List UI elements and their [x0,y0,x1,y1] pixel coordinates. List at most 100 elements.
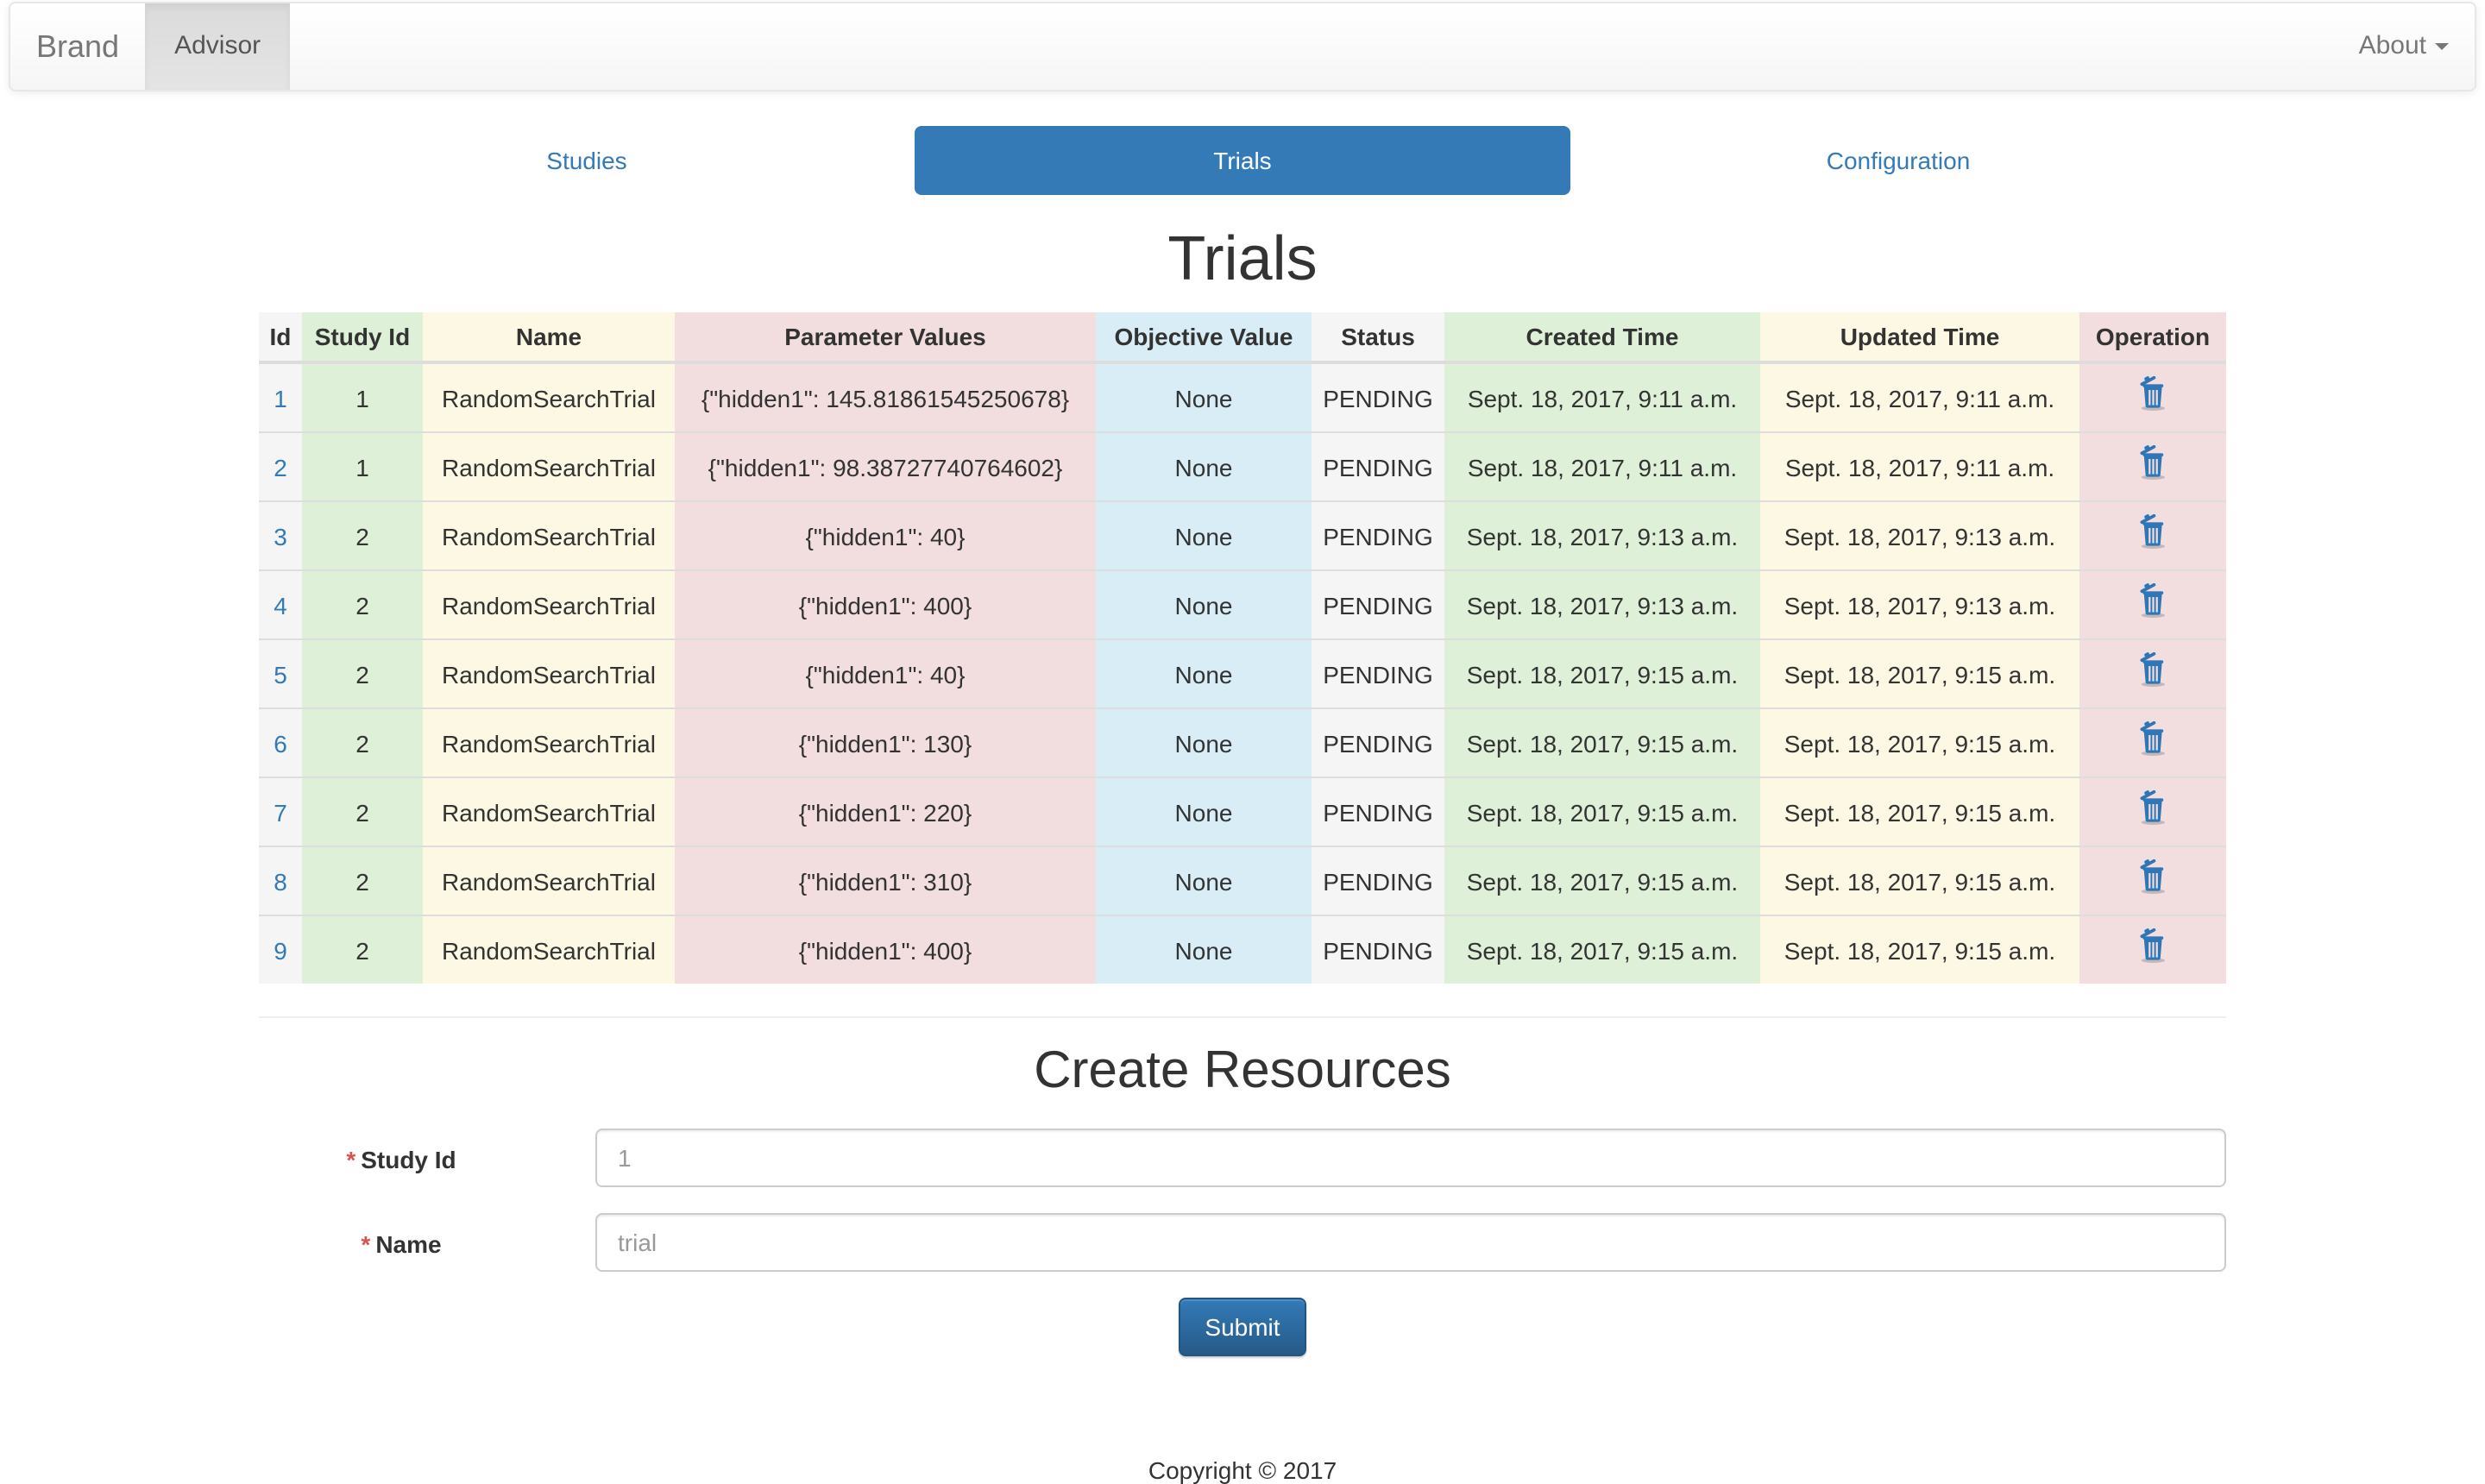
trash-icon [2138,651,2167,692]
objective-value-cell: None [1096,569,1312,639]
operation-cell [2079,915,2226,984]
about-dropdown[interactable]: About [2333,3,2475,90]
column-header-created-time: Created Time [1444,312,1760,364]
about-label: About [2358,31,2426,60]
objective-value-cell: None [1096,431,1312,501]
updated-time-cell: Sept. 18, 2017, 9:13 a.m. [1760,569,2079,639]
brand-link[interactable]: Brand [36,29,120,64]
trial-id-link[interactable]: 4 [274,591,287,619]
study-id-cell: 2 [302,777,423,846]
submit-button[interactable]: Submit [1179,1298,1306,1356]
trial-id-link[interactable]: 1 [274,384,287,412]
parameter-values-cell: {"hidden1": 98.38727740764602} [675,431,1096,501]
delete-trial-button[interactable] [2138,720,2167,756]
delete-trial-button[interactable] [2138,651,2167,687]
status-cell: PENDING [1312,707,1444,777]
created-time-cell: Sept. 18, 2017, 9:11 a.m. [1444,362,1760,432]
status-cell: PENDING [1312,777,1444,846]
column-header-name: Name [423,312,675,364]
objective-value-cell: None [1096,362,1312,432]
updated-time-cell: Sept. 18, 2017, 9:15 a.m. [1760,638,2079,708]
column-header-id: Id [259,312,302,364]
operation-cell [2079,569,2226,639]
caret-down-icon [2435,43,2449,51]
study-id-cell: 2 [302,707,423,777]
tab-trials[interactable]: Trials [915,126,1570,195]
status-cell: PENDING [1312,846,1444,915]
trash-icon [2138,444,2167,485]
objective-value-cell: None [1096,638,1312,708]
tab-studies-label[interactable]: Studies [546,147,627,174]
footer-copyright: Copyright © 2017 [1148,1456,1337,1484]
objective-value-cell: None [1096,846,1312,915]
objective-value-cell: None [1096,915,1312,984]
delete-trial-button[interactable] [2138,928,2167,963]
navbar-right: About [2333,3,2475,90]
trial-id-cell: 5 [259,638,302,708]
page-title: Trials [1167,223,1318,293]
trial-id-link[interactable]: 9 [274,936,287,964]
operation-cell [2079,362,2226,432]
delete-trial-button[interactable] [2138,444,2167,480]
delete-trial-button[interactable] [2138,375,2167,411]
delete-trial-button[interactable] [2138,789,2167,825]
delete-trial-button[interactable] [2138,513,2167,549]
trial-id-link[interactable]: 7 [274,798,287,826]
name-cell: RandomSearchTrial [423,846,675,915]
name-input[interactable] [595,1213,2226,1272]
trial-id-cell: 7 [259,777,302,846]
navbar-item-advisor-label[interactable]: Advisor [145,3,291,90]
updated-time-cell: Sept. 18, 2017, 9:15 a.m. [1760,707,2079,777]
table-row: 1 1 RandomSearchTrial {"hidden1": 145.81861… [259,362,2226,432]
created-time-cell: Sept. 18, 2017, 9:11 a.m. [1444,431,1760,501]
trial-id-link[interactable]: 6 [274,729,287,757]
column-header-operation: Operation [2079,312,2226,364]
table-row: 3 2 RandomSearchTrial {"hidden1": 40} None PE… [259,500,2226,570]
study-id-cell: 2 [302,569,423,639]
parameter-values-cell: {"hidden1": 400} [675,915,1096,984]
submit-row: Submit [259,1298,2226,1356]
delete-trial-button[interactable] [2138,858,2167,894]
created-time-cell: Sept. 18, 2017, 9:15 a.m. [1444,638,1760,708]
delete-trial-button[interactable] [2138,582,2167,618]
parameter-values-cell: {"hidden1": 220} [675,777,1096,846]
create-resources-form: *Study Id *Name [259,1129,2226,1272]
trial-id-cell: 9 [259,915,302,984]
table-body: 1 1 RandomSearchTrial {"hidden1": 145.81861… [259,362,2226,984]
form-group-study-id: * Study Id [259,1129,2226,1187]
trial-id-link[interactable]: 5 [274,660,287,688]
trial-id-cell: 2 [259,431,302,501]
objective-value-cell: None [1096,777,1312,846]
trials-table: Id Study Id Name Parameter Values Objective … [259,312,2226,984]
name-cell: RandomSearchTrial [423,707,675,777]
created-time-cell: Sept. 18, 2017, 9:13 a.m. [1444,569,1760,639]
trial-id-link[interactable]: 2 [274,453,287,481]
tab-trials-label[interactable]: Trials [915,126,1570,195]
parameter-values-cell: {"hidden1": 130} [675,707,1096,777]
tab-configuration[interactable]: Configuration [1570,126,2226,195]
trial-id-cell: 8 [259,846,302,915]
operation-cell [2079,777,2226,846]
study-id-input[interactable] [595,1129,2226,1187]
study-id-cell: 2 [302,846,423,915]
table-row: 5 2 RandomSearchTrial {"hidden1": 40} None PE… [259,638,2226,708]
column-header-parameter-values: Parameter Values [675,312,1096,364]
name-cell: RandomSearchTrial [423,638,675,708]
required-asterisk: * [361,1230,371,1258]
required-asterisk: * [346,1146,356,1173]
tab-configuration-label[interactable]: Configuration [1826,147,1971,174]
status-cell: PENDING [1312,915,1444,984]
tab-studies[interactable]: Studies [259,126,915,195]
created-time-cell: Sept. 18, 2017, 9:15 a.m. [1444,846,1760,915]
parameter-values-cell: {"hidden1": 40} [675,638,1096,708]
status-cell: PENDING [1312,431,1444,501]
name-cell: RandomSearchTrial [423,362,675,432]
trial-id-link[interactable]: 3 [274,522,287,550]
updated-time-cell: Sept. 18, 2017, 9:15 a.m. [1760,915,2079,984]
navbar-item-advisor[interactable]: Advisor [145,3,291,90]
trial-id-link[interactable]: 8 [274,867,287,895]
updated-time-cell: Sept. 18, 2017, 9:15 a.m. [1760,777,2079,846]
trash-icon [2138,789,2167,830]
parameter-values-cell: {"hidden1": 40} [675,500,1096,570]
